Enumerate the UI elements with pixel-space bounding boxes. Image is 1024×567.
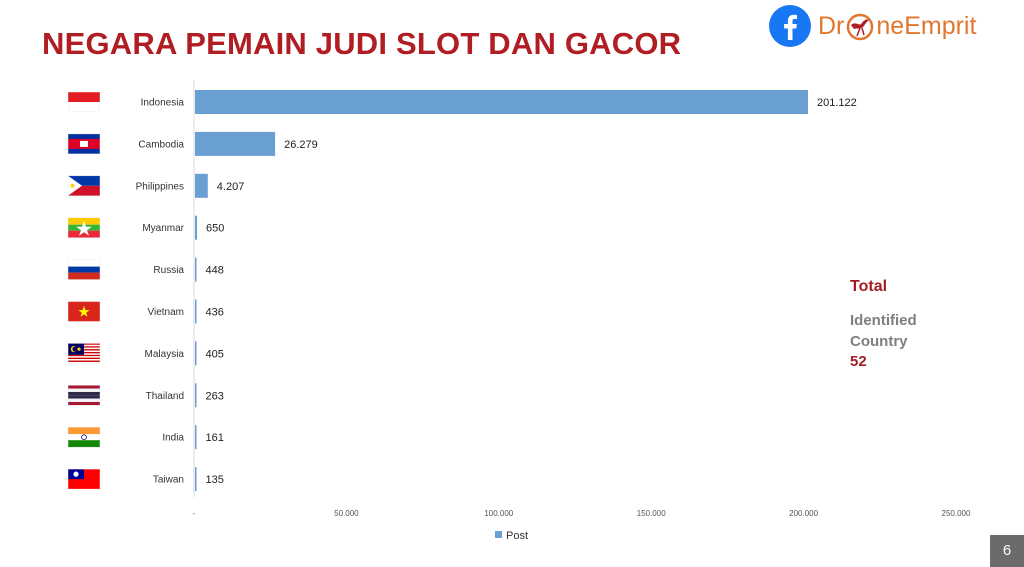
category-label: Myanmar (142, 223, 184, 234)
summary-total-label: Total (850, 278, 888, 295)
value-label: 201.122 (817, 97, 857, 109)
legend-swatch (495, 531, 502, 538)
bar-india (195, 425, 197, 450)
x-tick-label: - (193, 509, 196, 518)
philippines-flag-icon (68, 175, 100, 196)
bar-vietnam (195, 299, 197, 324)
value-label: 4.207 (217, 181, 245, 193)
x-tick-label: 250.000 (942, 509, 971, 518)
russia-flag-icon (68, 259, 100, 280)
value-label: 405 (206, 348, 224, 360)
x-tick-label: 100.000 (484, 509, 513, 518)
value-label: 448 (206, 265, 224, 277)
bar-myanmar (195, 215, 197, 240)
category-label: Vietnam (147, 307, 184, 318)
category-label: Cambodia (138, 139, 184, 150)
value-label: 436 (206, 307, 224, 319)
x-tick-label: 200.000 (789, 509, 818, 518)
brand-name-suffix: neEmprit (876, 12, 977, 40)
x-tick-label: 150.000 (637, 509, 666, 518)
bird-icon (847, 14, 874, 41)
bar-thailand (195, 383, 197, 408)
bar-russia (195, 257, 197, 282)
value-label: 26.279 (284, 139, 318, 151)
bar-indonesia (195, 90, 808, 114)
legend-label: Post (506, 530, 528, 542)
category-label: Malaysia (145, 349, 185, 360)
facebook-icon (769, 5, 811, 47)
india-flag-icon (68, 427, 100, 448)
summary-identified-label: Identified (850, 312, 917, 329)
indonesia-flag-icon (68, 92, 100, 112)
value-label: 161 (206, 432, 224, 444)
bar-philippines (195, 173, 208, 198)
category-label: Indonesia (141, 98, 185, 109)
value-label: 135 (206, 474, 224, 486)
summary-country-label: Country (850, 333, 908, 350)
summary-country-count: 52 (850, 353, 867, 370)
bar-cambodia (195, 131, 276, 156)
thailand-flag-icon (68, 385, 100, 406)
summary-panel: Total Identified Country 52 (850, 278, 990, 372)
cambodia-flag-icon (68, 133, 100, 154)
myanmar-flag-icon (68, 217, 100, 238)
category-label: India (162, 433, 184, 444)
brand-name-prefix: Dr (818, 12, 845, 40)
bar-malaysia (195, 341, 197, 366)
category-label: Russia (153, 265, 184, 276)
value-label: 650 (206, 223, 224, 235)
malaysia-flag-icon (68, 343, 100, 364)
category-label: Philippines (136, 181, 184, 192)
taiwan-flag-icon (68, 469, 100, 490)
vietnam-flag-icon (68, 301, 100, 322)
brand-logo: Dr neEmprit (818, 6, 976, 46)
category-label: Taiwan (153, 475, 184, 486)
page-number: 6 (990, 535, 1024, 567)
value-label: 263 (206, 390, 224, 402)
bar-taiwan (195, 467, 197, 492)
x-tick-label: 50.000 (334, 509, 359, 518)
page-title: NEGARA PEMAIN JUDI SLOT DAN GACOR (42, 26, 682, 61)
category-label: Thailand (146, 391, 184, 402)
